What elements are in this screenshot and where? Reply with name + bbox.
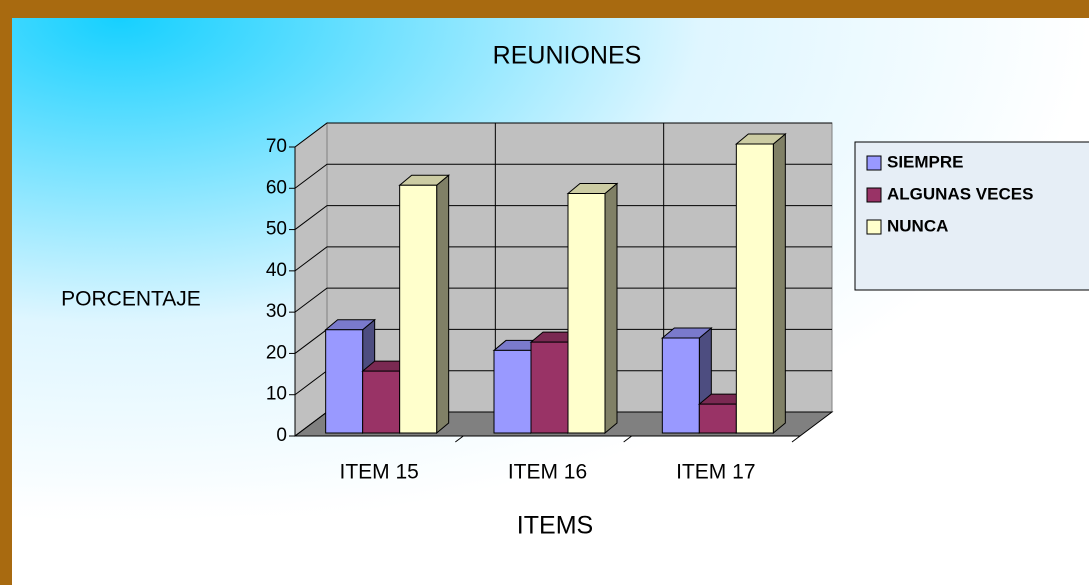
legend-label: SIEMPRE — [887, 152, 964, 171]
y-tick-label: 20 — [266, 342, 287, 363]
y-axis-label: PORCENTAJE — [61, 288, 201, 311]
x-tick — [623, 435, 632, 443]
x-tick — [455, 435, 464, 443]
bar-side — [436, 174, 450, 435]
bar-front — [325, 329, 364, 434]
bar-front — [493, 349, 532, 434]
bar — [734, 132, 787, 435]
legend-label: ALGUNAS VECES — [887, 184, 1033, 203]
bar-side — [604, 182, 618, 435]
bar-side — [772, 132, 786, 435]
bar-front — [698, 403, 737, 434]
bar-front — [735, 143, 774, 434]
y-tick-label: 10 — [266, 384, 287, 405]
bar-front — [399, 184, 438, 434]
bar — [566, 182, 619, 435]
side-wall — [294, 122, 328, 437]
legend-swatch — [866, 155, 882, 171]
y-tick-label: 0 — [276, 425, 287, 446]
y-tick-label: 40 — [266, 260, 287, 281]
bar-front — [530, 341, 569, 434]
legend-swatch — [866, 219, 882, 235]
x-axis-label: ITEMS — [517, 512, 593, 540]
bar-front — [567, 193, 606, 434]
y-tick-label: 50 — [266, 219, 287, 240]
bar — [398, 174, 451, 435]
bar-front — [362, 370, 401, 434]
x-tick-label: ITEM 16 — [508, 461, 587, 484]
y-tick-label: 60 — [266, 177, 287, 198]
y-tick-label: 70 — [266, 136, 287, 157]
chart-title: REUNIONES — [493, 42, 642, 70]
legend-box — [854, 141, 1089, 291]
y-tick-label: 30 — [266, 301, 287, 322]
legend-swatch — [866, 187, 882, 203]
legend-label: NUNCA — [887, 216, 948, 235]
bar — [660, 326, 713, 435]
x-tick — [791, 435, 801, 443]
x-tick-label: ITEM 17 — [676, 461, 755, 484]
bar-front — [661, 337, 700, 434]
x-tick-label: ITEM 15 — [339, 461, 418, 484]
